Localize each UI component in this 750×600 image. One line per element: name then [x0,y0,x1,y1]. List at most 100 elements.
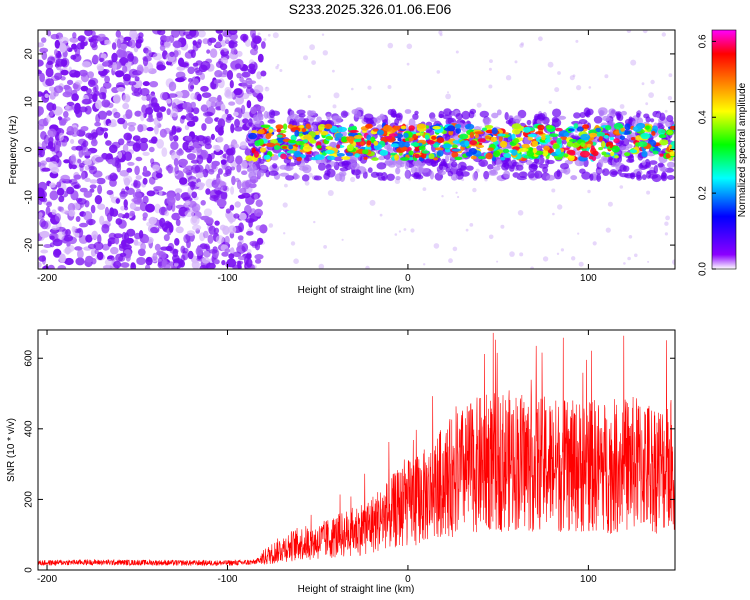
spectrogram-band-core [251,130,258,134]
spectrogram-band-core [273,145,281,151]
spectrogram-band-halo [285,166,292,172]
spectrogram-noise-blob [133,180,141,189]
spectrogram-noise-blob [41,167,51,172]
spectrogram-noise-blob [245,86,254,95]
spectrogram-band-core [370,136,376,144]
spectrogram-band-halo [626,144,633,149]
spectrogram-band-core [477,156,486,160]
spectrogram-band-core [366,140,372,146]
spectrogram-noise-blob [257,92,264,102]
colorbar-ticks: 0.0 0.2 0.4 0.6 [698,34,716,276]
spectrogram-band-halo [455,113,463,120]
spectrogram-band-halo [326,113,331,120]
spectrogram-band-core [611,145,620,153]
spectrogram-band-core [288,144,294,150]
spectrogram-band-halo [512,172,520,178]
spectrogram-noise-blob [255,225,263,231]
spectrogram-noise-blob [184,210,194,218]
spectrogram-band-halo [573,112,581,119]
spectrogram-noise-blob [111,141,121,149]
spectrogram-band-halo [593,116,603,124]
spectrogram-band-core [614,155,619,159]
spectrogram-band-core [353,134,363,139]
spectrogram-noise-blob [111,42,117,50]
spectrogram-faint-dot [472,187,477,193]
spectrogram-band-core [669,151,675,157]
spectrogram-faint-dot [455,50,459,54]
spectrogram-noise-blob [229,247,235,253]
spectrogram-y-tick-label: 10 [24,96,35,108]
spectrogram-faint-dot [253,193,259,199]
spectrogram-band-halo [339,173,346,182]
spectrogram-faint-dot [283,232,286,235]
spectrogram-noise-blob [94,121,101,127]
spectrogram-faint-dot [668,73,673,78]
spectrogram-noise-blob [107,159,115,165]
spectrogram-band-core [619,135,626,141]
spectrogram-noise-blob [122,93,131,103]
spectrogram-noise-blob [81,98,92,105]
spectrogram-band-core [408,125,415,131]
spectrogram-noise-blob [125,109,133,119]
spectrogram-band-core [659,153,664,157]
spectrogram-band-halo [367,167,373,173]
spectrogram-noise-blob [237,260,242,269]
spectrogram-noise-blob [114,70,125,77]
spectrogram-band-core [582,124,590,129]
spectrogram-band-core [502,148,510,154]
spectrogram-faint-dot [587,189,591,194]
spectrogram-band-halo [551,116,560,123]
spectrogram-noise-blob [58,36,69,45]
spectrogram-noise-blob [232,251,242,258]
spectrogram-noise-blob [135,40,142,49]
spectrogram-noise-blob [78,162,85,168]
spectrogram-noise-blob [175,188,183,194]
spectrogram-band-halo [571,120,581,125]
spectrogram-band-core [556,137,562,145]
spectrogram-band-core [665,153,671,159]
spectrogram-noise-blob [208,96,218,103]
spectrogram-band-core [382,125,393,132]
spectrogram-noise-blob [180,115,186,120]
spectrogram-band-core [287,124,294,129]
spectrogram-faint-dot [406,43,413,50]
spectrogram-band-core [416,123,427,129]
spectrogram-noise-blob [234,201,241,208]
spectrogram-noise-blob [171,212,181,221]
spectrogram-noise-blob [75,257,85,266]
spectrogram-band-core [379,149,389,156]
spectrogram-noise-blob [122,73,131,82]
spectrogram-band-core [588,155,594,160]
spectrogram-band-core [658,134,667,139]
spectrogram-noise-blob [70,54,77,60]
spectrogram-band-core [555,148,562,155]
spectrogram-band-halo [404,109,412,114]
spectrogram-noise-blob [187,250,194,260]
spectrogram-noise-blob [224,108,229,115]
spectrogram-band-halo [269,109,276,119]
spectrogram-noise-blob [156,250,164,256]
spectrogram-noise-blob [169,51,175,58]
spectrogram-band-halo [265,169,271,178]
spectrogram-band-core [265,133,272,140]
spectrogram-band-core [598,136,603,142]
snr-x-tick-label: 100 [580,574,597,585]
spectrogram-noise-blob [174,238,180,246]
spectrogram-band-halo [596,173,602,182]
spectrogram-noise-blob [83,211,93,221]
spectrogram-noise-blob [224,235,230,245]
spectrogram-band-halo [257,170,265,177]
spectrogram-noise-blob [183,234,191,244]
spectrogram-noise-blob [102,81,112,89]
spectrogram-band-halo [491,112,499,119]
spectrogram-faint-dot [542,256,549,262]
spectrogram-noise-blob [107,240,112,247]
spectrogram-noise-blob [135,156,143,162]
spectrogram-noise-blob [152,189,160,195]
spectrogram-band-halo [285,175,295,181]
spectrogram-band-core [500,156,506,161]
spectrogram-noise-blob [57,116,63,121]
spectrogram-noise-blob [184,124,190,131]
spectrogram-faint-dot [282,202,288,208]
spectrogram-faint-dot [367,85,372,90]
